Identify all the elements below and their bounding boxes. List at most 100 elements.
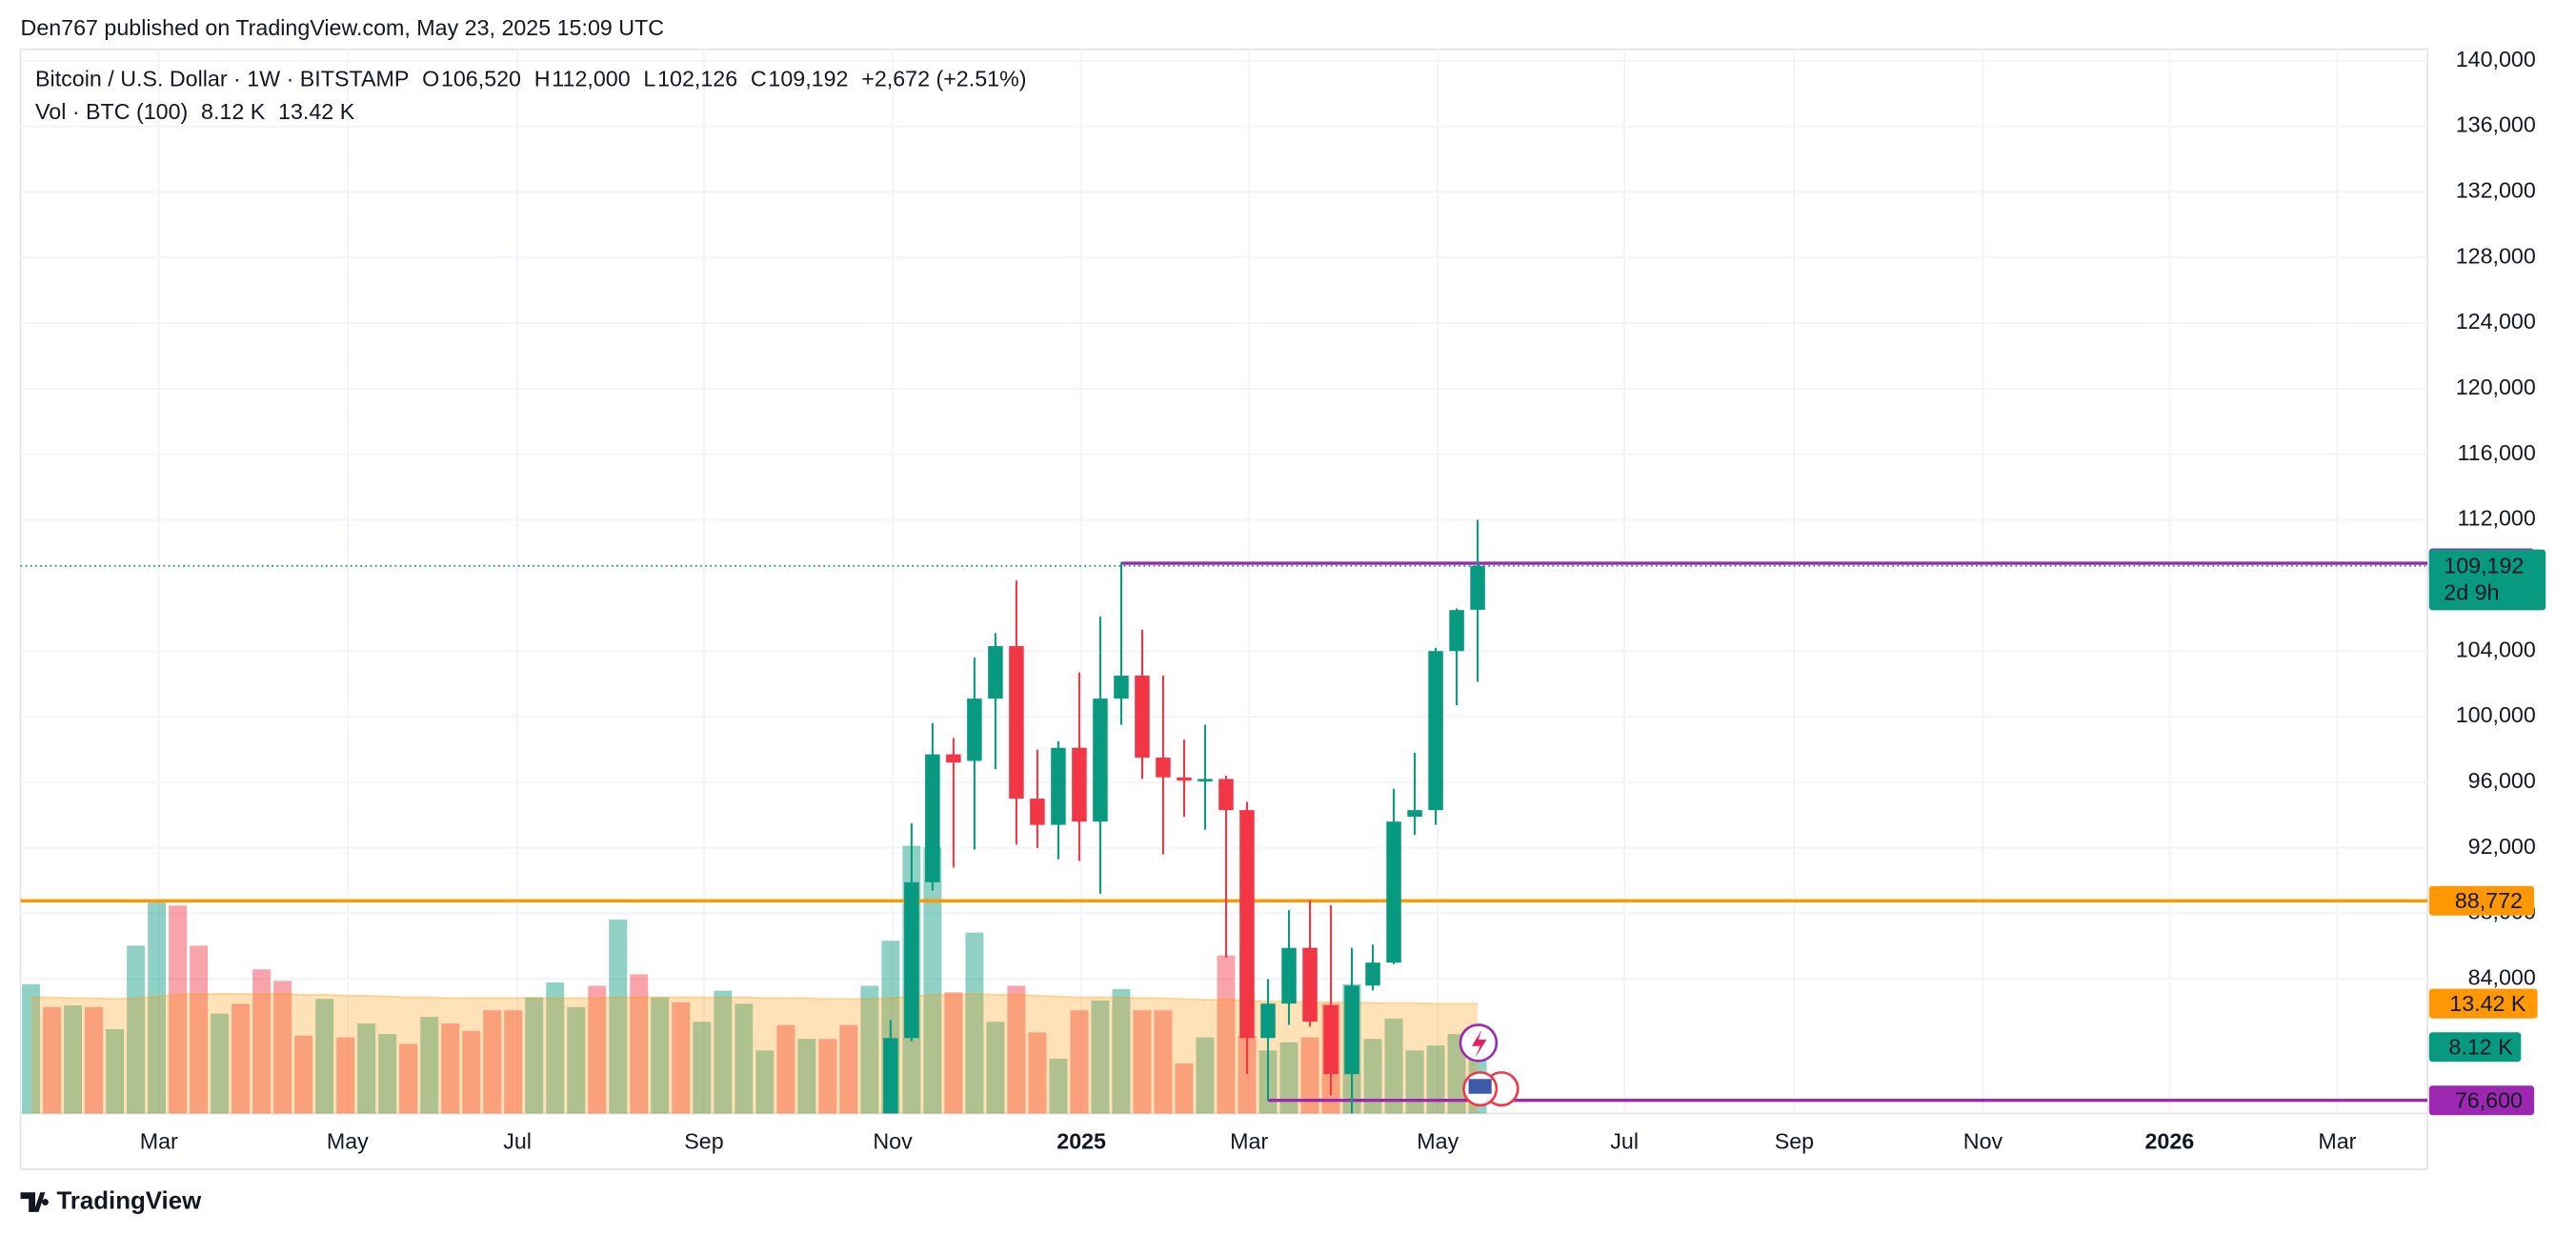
volume-bar [462, 1030, 481, 1114]
volume-bar [1007, 985, 1026, 1114]
volume-bar [315, 999, 334, 1114]
volume-ma-label: 13.42 K [2449, 991, 2526, 1016]
volume-ma-value: 13.42 K [278, 99, 355, 124]
volume-bar [735, 1003, 754, 1114]
volume-bar [839, 1024, 858, 1114]
volume-bar [231, 1003, 251, 1114]
x-tick-label: May [1417, 1129, 1459, 1154]
volume-bar [273, 981, 292, 1114]
volume-bar [441, 1022, 460, 1114]
volume-bar [211, 1013, 230, 1114]
y-tick-label: 104,000 [2456, 637, 2536, 661]
level-label-bg [2428, 1085, 2535, 1116]
volume-bar [923, 847, 942, 1114]
volume-bar [420, 1017, 439, 1114]
volume-bar [294, 1035, 313, 1114]
published-note: Den767 published on TradingView.com, May… [21, 15, 665, 40]
volume-bar [483, 1010, 502, 1114]
x-tick-label: Sep [684, 1129, 723, 1154]
volume-bar [986, 1022, 1005, 1114]
x-tick-label: Mar [1230, 1129, 1268, 1154]
candle-body [1407, 810, 1422, 818]
y-tick-label: 96,000 [2468, 768, 2536, 793]
candle-body [1428, 651, 1443, 811]
volume-bar [106, 1028, 125, 1114]
ohlc-value: 106,520 [441, 67, 521, 91]
volume-bar [1112, 988, 1131, 1114]
ohlc-value: 102,126 [657, 67, 737, 91]
level-label: 76,600 [2455, 1088, 2523, 1113]
volume-bar [399, 1043, 418, 1114]
x-tick-label: Mar [2318, 1129, 2356, 1154]
candle-body [1386, 821, 1401, 963]
volume-bar [1091, 1000, 1110, 1114]
volume-bar [755, 1050, 775, 1114]
volume-label-bg [2428, 1032, 2522, 1063]
ohlc-key: C [751, 67, 767, 91]
y-tick-label: 116,000 [2457, 440, 2535, 465]
volume-bar [797, 1039, 816, 1114]
volume-bar [525, 997, 544, 1114]
countdown-label: 2d 9h [2444, 579, 2499, 604]
volume-bar [378, 1034, 397, 1114]
volume-bar [588, 985, 607, 1114]
footer-brand: TradingView [56, 1187, 202, 1214]
volume-bar [169, 905, 188, 1114]
x-tick-label: 2025 [1057, 1129, 1106, 1154]
candle-body [988, 646, 1003, 699]
candle-body [1156, 758, 1171, 778]
ohlc-key: H [534, 67, 551, 91]
volume-ma-label-bg [2428, 988, 2538, 1019]
volume-bar [630, 974, 649, 1114]
logo-mark [20, 1192, 49, 1212]
footer-logo: TradingView [20, 1187, 202, 1214]
y-tick-label: 120,000 [2456, 375, 2536, 399]
volume-bar [714, 990, 733, 1114]
y-tick-label: 112,000 [2457, 506, 2535, 531]
volume-bar [127, 945, 146, 1114]
volume-bar [1133, 1010, 1152, 1114]
volume-ma-line [30, 993, 1479, 1005]
candle-body [1197, 779, 1213, 782]
volume-bar [1447, 1034, 1466, 1114]
ohlc-key: L [643, 67, 655, 91]
current-price-label-bg [2428, 549, 2546, 611]
candle-body [1260, 1003, 1276, 1039]
candle-body [946, 754, 961, 763]
volume-value: 8.12 K [201, 99, 266, 124]
y-tick-label: 136,000 [2456, 112, 2536, 137]
volume-bar [609, 919, 628, 1114]
candle-body [1239, 810, 1255, 1039]
candle-body [1114, 676, 1129, 699]
candle-body [1135, 676, 1150, 759]
candle-body [883, 1038, 898, 1114]
x-tick-label: Mar [140, 1129, 178, 1154]
volume-bar [43, 1006, 62, 1114]
x-tick-label: 2026 [2144, 1129, 2194, 1154]
chart-title: Bitcoin / U.S. Dollar · 1W · BITSTAMP [35, 67, 409, 91]
volume-bar [672, 1002, 691, 1114]
volume-bar [1300, 1037, 1319, 1114]
candle-body [1030, 799, 1045, 825]
event-icons [1459, 1023, 1519, 1107]
volume-bar [567, 1006, 586, 1114]
volume-bar [357, 1022, 376, 1114]
candle-body [925, 754, 940, 882]
candle-body [1093, 698, 1108, 822]
ohlc-value: 112,000 [552, 67, 630, 91]
volume-bar [1238, 1035, 1257, 1114]
volume-bar [944, 992, 963, 1114]
y-tick-label: 128,000 [2456, 243, 2536, 268]
candle-body [1218, 779, 1234, 811]
levels [20, 561, 2428, 1103]
level-label: 88,772 [2455, 888, 2523, 913]
y-tick-label: 132,000 [2456, 178, 2536, 203]
candle-body [1051, 747, 1066, 825]
ohlc-key: O [422, 67, 439, 91]
volume-bar [1070, 1010, 1089, 1114]
candle-body [1344, 985, 1359, 1075]
time-axis: Mar May Jul Sep Nov 2025 Mar May Jul Sep Nov 2026 Ma… [140, 1129, 2357, 1154]
candle-body [1323, 1004, 1338, 1075]
